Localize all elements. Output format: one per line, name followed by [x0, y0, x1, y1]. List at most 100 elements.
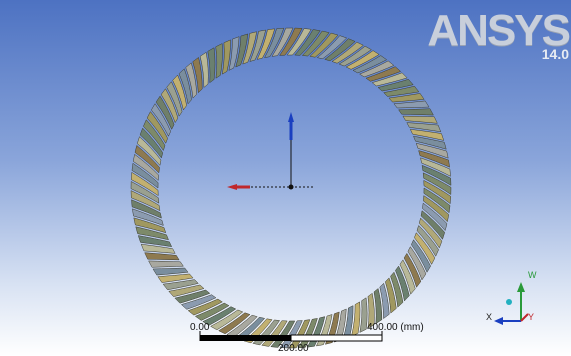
gear-blade: [137, 136, 162, 166]
triad-y-label: Y: [528, 312, 535, 322]
gear-blade: [166, 81, 183, 117]
gear-blade: [352, 55, 388, 74]
gear-blade: [402, 115, 438, 124]
scale-bar: [199, 331, 383, 342]
gear-blade: [416, 225, 439, 257]
gear-blade: [162, 279, 199, 291]
gear-blade: [132, 153, 159, 181]
gear-blade: [338, 45, 372, 67]
triad-icon[interactable]: [494, 282, 529, 325]
gear-blade: [390, 271, 404, 308]
gear-blade: [192, 56, 203, 94]
gear-blade: [228, 36, 240, 71]
triad-x-label: X: [486, 312, 493, 322]
gear-blade: [279, 27, 303, 56]
gear-blade: [264, 27, 285, 58]
gear-blade: [399, 259, 416, 295]
gear-blade: [422, 202, 448, 232]
gear-blade: [420, 157, 451, 177]
gear-blade: [130, 171, 159, 197]
gear-blade: [407, 246, 427, 281]
gear-blade: [242, 31, 257, 65]
gear-blade: [331, 41, 364, 64]
gear-blade: [398, 108, 434, 116]
gear-blade: [256, 28, 276, 60]
gear-blade: [135, 226, 169, 241]
gear-blade: [134, 144, 160, 174]
gear-blade: [185, 62, 197, 99]
gear-blade: [359, 60, 395, 78]
gear-blade: [174, 289, 211, 304]
gear-blade: [418, 150, 450, 168]
gear-blade: [143, 119, 166, 152]
gear-blade: [151, 103, 171, 137]
gear-blade: [420, 210, 445, 240]
gear-blade: [421, 164, 452, 186]
gear-blade: [367, 292, 375, 329]
scale-start-label: 0.00: [190, 322, 210, 333]
gear-blade: [395, 265, 410, 302]
gear-blade: [131, 199, 162, 219]
gear-blade: [152, 267, 189, 276]
gear-blade: [130, 190, 161, 212]
gear-ring-model[interactable]: [130, 27, 452, 349]
gear-blade: [385, 277, 397, 314]
gear-blade: [178, 68, 192, 105]
gear-blade: [215, 43, 223, 79]
gear-blade: [157, 273, 194, 283]
scale-end-label: 400.00 (mm): [367, 322, 424, 333]
triad-z-label: W: [528, 270, 537, 280]
gear-blade: [418, 217, 443, 249]
gear-blade: [249, 29, 266, 62]
gear-blade: [423, 187, 451, 214]
gear-blade: [221, 39, 231, 75]
gear-blade: [133, 217, 167, 234]
gear-blade: [423, 179, 452, 205]
gear-blade: [155, 95, 175, 130]
gear-blade: [168, 284, 205, 297]
gear-blade: [140, 243, 176, 254]
gear-blade: [294, 29, 321, 56]
gear-blade: [180, 294, 217, 310]
gear-blade: [172, 74, 187, 111]
gear-blade: [207, 47, 216, 84]
gear-blade: [131, 162, 159, 189]
gear-blade: [144, 252, 180, 261]
gear-blade: [359, 297, 368, 333]
gear-blade: [146, 111, 168, 144]
gear-blade: [383, 85, 420, 97]
gear-blade: [333, 308, 347, 343]
gear-blade: [194, 302, 230, 321]
gear-blade: [365, 66, 402, 82]
gear-blade: [271, 27, 294, 57]
gear-blade: [406, 122, 442, 133]
gear-blade: [226, 314, 258, 338]
gear-blade: [409, 129, 445, 141]
gear-blade: [132, 208, 164, 226]
coordinate-axes-icon: [227, 112, 315, 190]
gear-blade: [139, 127, 164, 159]
gear-blade: [379, 282, 390, 320]
gear-blade: [388, 93, 425, 103]
scale-mid-label: 200.00: [278, 343, 309, 354]
gear-blade: [137, 235, 173, 248]
gear-blade: [130, 181, 160, 204]
gear-blade: [279, 320, 303, 349]
gear-blade: [202, 306, 237, 326]
gear-blade: [187, 298, 223, 316]
gear-blade: [301, 30, 330, 57]
gear-blade: [286, 28, 312, 56]
gear-blade: [422, 172, 452, 195]
gear-blade: [415, 142, 449, 159]
gear-blade: [393, 100, 430, 109]
gear-blade: [373, 288, 383, 325]
gear-blade: [377, 79, 414, 92]
gear-blade: [324, 38, 356, 62]
gear-blade: [423, 195, 450, 223]
gear-blade: [411, 239, 431, 273]
gear-blade: [148, 260, 184, 268]
gear-blade: [160, 88, 179, 124]
gear-blade: [413, 135, 447, 150]
